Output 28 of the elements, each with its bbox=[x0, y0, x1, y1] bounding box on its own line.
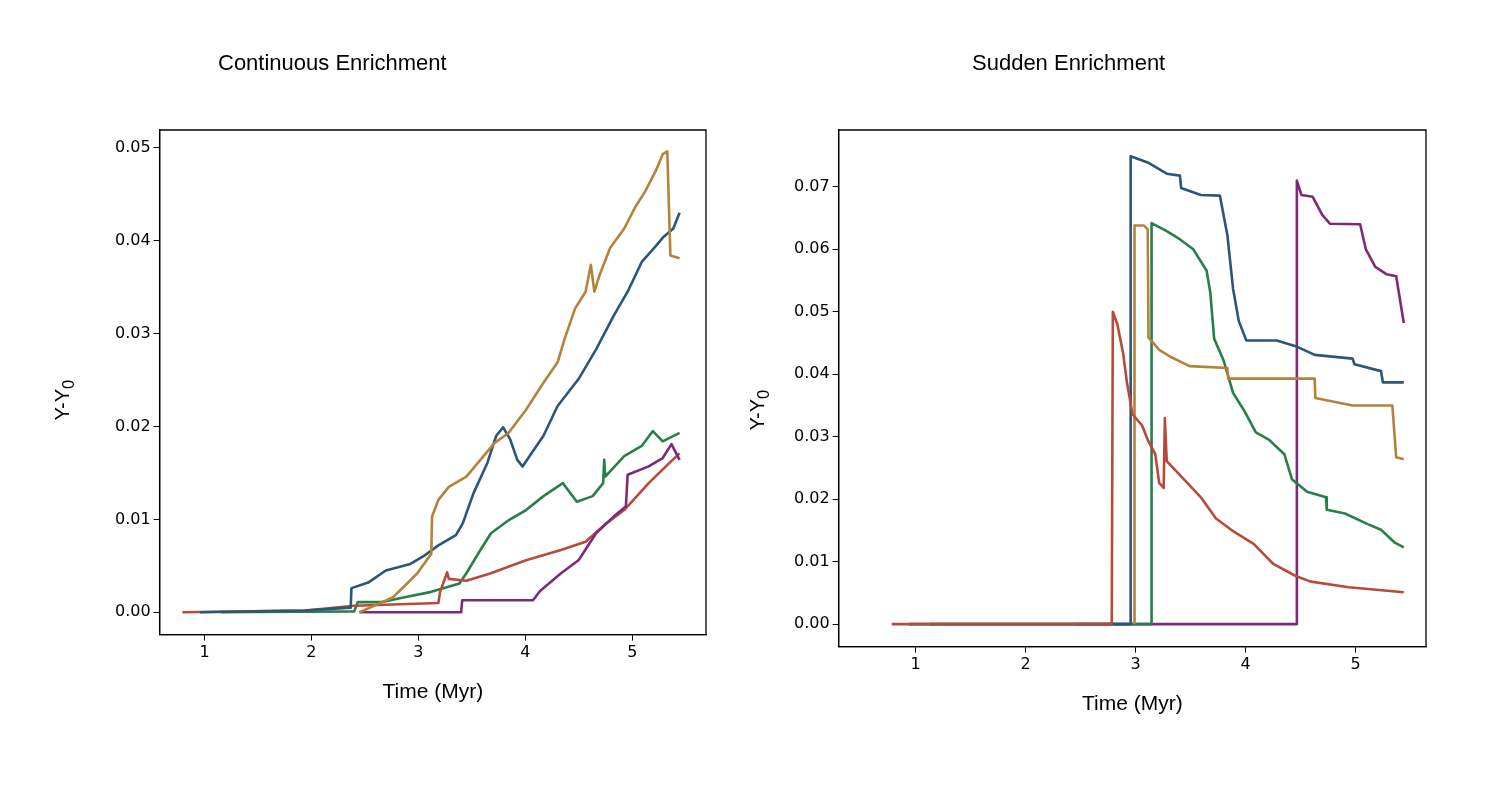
x-axis-title: Time (Myr) bbox=[1081, 691, 1183, 715]
x-tick-label: 5 bbox=[1350, 654, 1361, 674]
y-tick-label: 0.00 bbox=[115, 601, 151, 621]
y-tick-label: 0.03 bbox=[794, 425, 830, 445]
y-tick-label: 0.01 bbox=[115, 508, 151, 528]
x-tick-label: 3 bbox=[413, 642, 424, 662]
x-tick-label: 3 bbox=[1130, 654, 1141, 674]
x-axis-title: Time (Myr) bbox=[382, 679, 484, 703]
x-tick-label: 2 bbox=[1020, 654, 1031, 674]
y-tick-label: 0.03 bbox=[115, 322, 151, 342]
y-tick-label: 0.05 bbox=[794, 300, 830, 320]
y-tick-label: 0.06 bbox=[794, 238, 830, 258]
x-tick-label: 1 bbox=[910, 654, 921, 674]
y-tick-label: 0.00 bbox=[794, 613, 830, 633]
y-tick-label: 0.02 bbox=[794, 488, 830, 508]
x-tick-label: 1 bbox=[199, 642, 210, 662]
y-tick-label: 0.05 bbox=[115, 136, 151, 156]
y-tick-label: 0.04 bbox=[115, 229, 151, 249]
y-tick-label: 0.02 bbox=[115, 415, 151, 435]
y-tick-label: 0.04 bbox=[794, 363, 830, 383]
chart-title: Continuous Enrichment bbox=[218, 50, 447, 76]
chart-title: Sudden Enrichment bbox=[972, 50, 1166, 76]
x-tick-label: 2 bbox=[306, 642, 317, 662]
x-tick-label: 4 bbox=[1240, 654, 1251, 674]
y-tick-label: 0.07 bbox=[794, 176, 830, 195]
y-tick-label: 0.01 bbox=[794, 550, 830, 570]
x-tick-label: 4 bbox=[520, 642, 531, 662]
x-tick-label: 5 bbox=[627, 642, 638, 662]
